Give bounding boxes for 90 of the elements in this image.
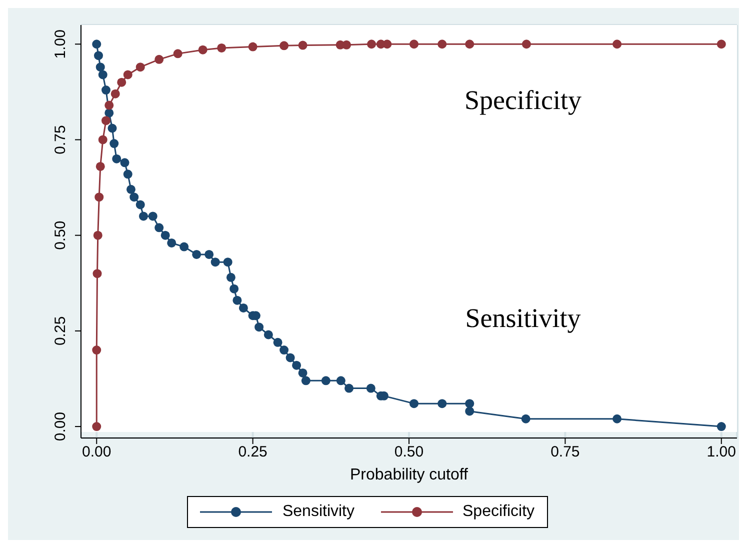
point (286, 353, 295, 362)
point (438, 399, 447, 408)
point (264, 330, 273, 340)
x-axis-title: Probability cutoff (350, 466, 469, 484)
point (110, 89, 120, 98)
point (366, 384, 376, 393)
point (716, 40, 726, 49)
point (223, 258, 232, 267)
point (192, 250, 202, 259)
point (104, 100, 114, 110)
point (94, 51, 103, 60)
y-tick-label: 0.00 (52, 412, 69, 442)
point (92, 346, 102, 355)
point (104, 108, 114, 118)
x-tick-label: 0.00 (82, 444, 112, 461)
point (232, 296, 242, 305)
legend-label: Specificity (462, 503, 535, 521)
point (273, 338, 282, 347)
x-tick-label: 0.75 (550, 444, 580, 461)
point (92, 269, 102, 278)
point (521, 414, 530, 424)
point (167, 238, 176, 248)
point (238, 303, 248, 312)
point (138, 212, 148, 221)
point (92, 422, 102, 432)
point (126, 184, 136, 194)
point (292, 360, 302, 370)
point (108, 124, 117, 133)
point (101, 86, 110, 95)
y-tick-label: 0.75 (52, 125, 69, 154)
point (198, 45, 208, 54)
point (342, 40, 352, 50)
point (344, 384, 354, 393)
point (410, 399, 418, 408)
point (123, 170, 132, 179)
point (438, 40, 447, 49)
point (148, 212, 158, 221)
point (117, 78, 126, 87)
point (160, 230, 170, 240)
point (612, 414, 622, 424)
point (298, 368, 308, 378)
y-tick-label: 0.50 (52, 220, 69, 250)
legend-label: Sensitivity (282, 503, 354, 521)
point (130, 192, 139, 202)
point (301, 376, 310, 386)
point (154, 54, 164, 64)
point (101, 116, 110, 126)
point (136, 200, 145, 210)
point (210, 258, 220, 267)
point (93, 230, 102, 240)
point (298, 40, 308, 50)
y-tick-label: 0.25 (52, 316, 69, 346)
point (98, 70, 108, 80)
point (123, 70, 132, 80)
point (522, 40, 531, 49)
point (321, 376, 330, 386)
point (96, 162, 105, 171)
y-tick-label: 1.00 (52, 30, 69, 59)
point (173, 49, 182, 58)
point (94, 192, 104, 202)
point (96, 62, 105, 72)
point (154, 223, 164, 232)
point (204, 250, 214, 259)
point (112, 154, 122, 164)
point (280, 41, 289, 50)
point (465, 40, 474, 49)
point (230, 284, 239, 294)
point (180, 242, 189, 252)
x-tick-label: 0.25 (238, 444, 268, 461)
point (120, 158, 130, 168)
annotation: Sensitivity (465, 302, 581, 334)
point (110, 139, 119, 148)
point (465, 406, 474, 416)
point (367, 40, 376, 49)
x-tick-label: 0.50 (394, 444, 424, 461)
point (280, 346, 289, 355)
x-tick-label: 1.00 (706, 444, 736, 461)
annotation: Specificity (464, 84, 582, 116)
point (136, 62, 145, 72)
point (248, 42, 258, 52)
point (98, 135, 108, 144)
point (716, 422, 726, 432)
point (92, 40, 102, 49)
point (612, 40, 622, 49)
point (254, 322, 264, 332)
point (465, 399, 474, 408)
point (410, 40, 418, 49)
point (336, 376, 346, 386)
point (217, 43, 226, 52)
point (226, 272, 236, 282)
